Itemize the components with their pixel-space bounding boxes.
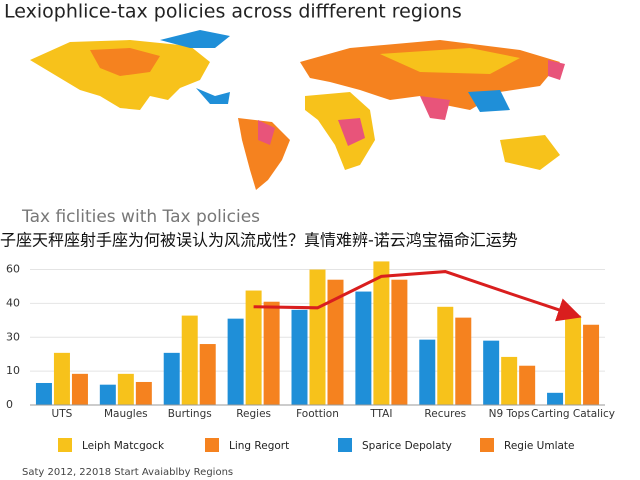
map-south-america bbox=[238, 118, 290, 190]
bar bbox=[565, 315, 582, 405]
y-tick-label: 40 bbox=[6, 296, 20, 309]
map-region bbox=[338, 118, 365, 146]
y-tick-label: 0 bbox=[6, 398, 13, 411]
bar bbox=[53, 352, 70, 405]
x-tick-label: Foottion bbox=[296, 408, 339, 420]
bar bbox=[309, 269, 326, 405]
bar bbox=[99, 384, 116, 405]
x-tick-label: Maugles bbox=[104, 408, 148, 420]
bar bbox=[71, 373, 88, 405]
world-map bbox=[30, 30, 565, 190]
bar bbox=[483, 340, 500, 405]
map-australia bbox=[500, 135, 560, 170]
y-tick-label: 60 bbox=[6, 263, 20, 276]
map-region bbox=[196, 88, 230, 104]
legend-label: Sparice Depolaty bbox=[362, 440, 452, 452]
bar bbox=[327, 279, 344, 405]
x-tick-label: Regies bbox=[236, 408, 271, 420]
bar bbox=[135, 381, 152, 405]
map-greenland bbox=[160, 30, 230, 48]
bar bbox=[163, 352, 180, 405]
legend-swatch bbox=[338, 438, 352, 452]
trend-line bbox=[253, 270, 582, 322]
legend-swatch bbox=[205, 438, 219, 452]
map-region bbox=[380, 48, 520, 74]
chart-title: Lexiophlice-tax policies across difffere… bbox=[4, 1, 462, 23]
bar bbox=[199, 344, 216, 405]
bar bbox=[437, 306, 454, 405]
chart-subtitle: Tax ficlities with Tax policies bbox=[21, 207, 260, 227]
x-tick-label: TTAI bbox=[369, 408, 392, 420]
bar bbox=[355, 291, 372, 405]
bar bbox=[519, 365, 536, 405]
x-tick-label: UTS bbox=[52, 408, 73, 420]
bar bbox=[35, 382, 52, 405]
bar bbox=[181, 315, 198, 405]
x-tick-label: N9 Tops bbox=[489, 408, 530, 420]
map-region bbox=[258, 120, 275, 145]
map-region bbox=[90, 48, 160, 76]
map-japan bbox=[548, 60, 565, 80]
map-africa bbox=[305, 92, 375, 170]
map-india bbox=[420, 96, 450, 120]
bar bbox=[117, 373, 134, 405]
legend-label: Ling Regort bbox=[229, 440, 289, 452]
bar bbox=[419, 339, 436, 405]
bar bbox=[245, 290, 262, 405]
bar bbox=[263, 301, 280, 405]
map-region bbox=[468, 90, 510, 112]
x-tick-label: Recures bbox=[424, 408, 466, 420]
bar bbox=[583, 324, 600, 405]
legend-label: Regie Umlate bbox=[504, 440, 575, 452]
y-tick-label: 30 bbox=[6, 330, 20, 343]
bar bbox=[227, 318, 244, 405]
bar bbox=[391, 279, 408, 405]
x-tick-label: Carting Catalicy bbox=[531, 408, 615, 420]
bar bbox=[373, 261, 390, 405]
bar bbox=[291, 309, 308, 405]
footnote: Saty 2012, 22018 Start Avaiablby Regions bbox=[22, 467, 233, 478]
bar bbox=[547, 392, 564, 405]
legend-swatch bbox=[58, 438, 72, 452]
legend-swatch bbox=[480, 438, 494, 452]
x-tick-label: Burtings bbox=[168, 408, 212, 420]
bar bbox=[455, 317, 472, 405]
overlay-text: 子座天秤座射手座为何被误认为风流成性？真情难辨-诺云鸿宝福命汇运势 bbox=[0, 231, 518, 250]
y-tick-label: 10 bbox=[6, 364, 20, 377]
bar bbox=[501, 356, 518, 405]
legend-label: Leiph Matcgock bbox=[82, 440, 165, 452]
